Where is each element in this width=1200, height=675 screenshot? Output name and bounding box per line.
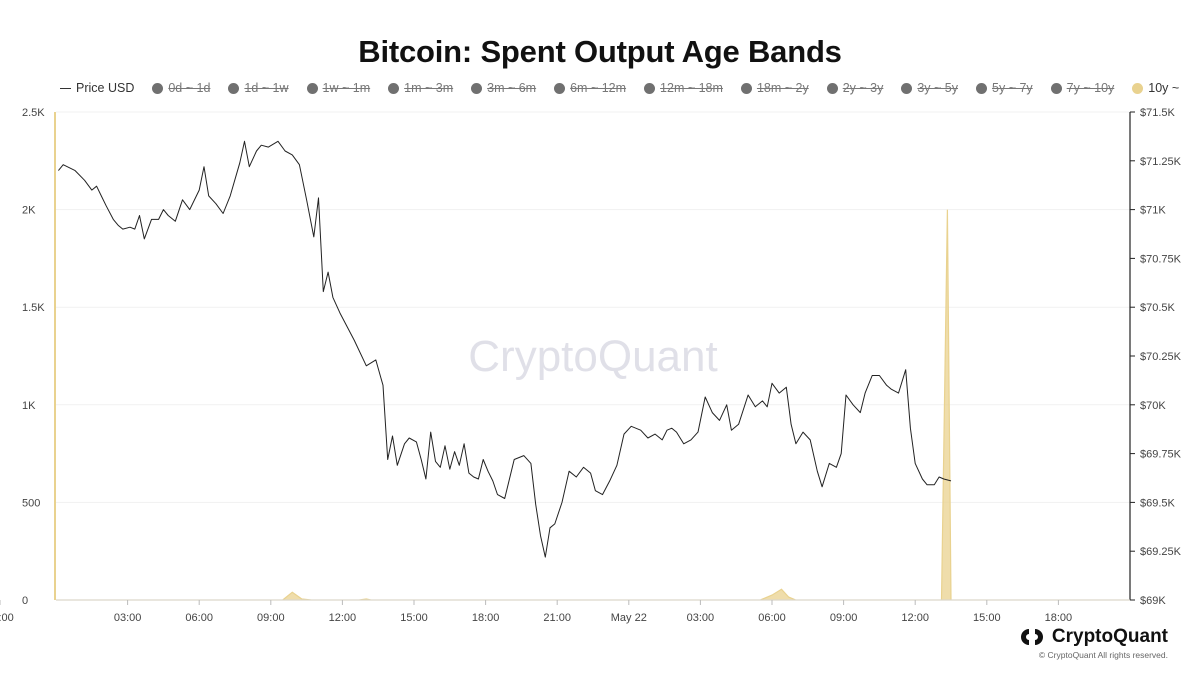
legend-label: 1m ~ 3m [404, 81, 454, 95]
y-right-tick-label: $71.25K [1140, 156, 1182, 168]
legend-label: Price USD [76, 81, 135, 95]
legend-label: 3m ~ 6m [487, 81, 537, 95]
legend-label: 1d ~ 1w [244, 81, 289, 95]
legend-label: 2y ~ 3y [842, 81, 884, 95]
legend-dot-swatch [471, 82, 483, 94]
y-left-tick-label: 1K [22, 400, 36, 412]
legend-item-2[interactable]: 1d ~ 1w [228, 81, 289, 95]
y-right-tick-label: $69.25K [1140, 546, 1182, 558]
y-right-tick-label: $69K [1140, 595, 1166, 607]
x-tick-label: 18:00 [1045, 612, 1073, 624]
y-left-tick-label: 0 [22, 595, 28, 607]
x-tick-label: 03:00 [114, 612, 142, 624]
x-tick-label: May 22 [611, 612, 647, 624]
legend-dot-swatch [554, 82, 566, 94]
x-tick-label: 09:00 [830, 612, 858, 624]
legend-dot-swatch [901, 82, 913, 94]
legend-dot-swatch [1050, 82, 1062, 94]
legend-item-1[interactable]: 0d ~ 1d [152, 81, 210, 95]
chart-title: Bitcoin: Spent Output Age Bands [358, 34, 842, 69]
x-tick-label: 15:00 [973, 612, 1001, 624]
x-tick-label: 18:00 [472, 612, 500, 624]
x-tick-label: 12:00 [329, 612, 357, 624]
legend-item-9[interactable]: 2y ~ 3y [826, 81, 884, 95]
series-area-10y [56, 209, 1130, 601]
y-left-tick-label: 2.5K [22, 107, 45, 119]
legend-label: 5y ~ 7y [992, 81, 1033, 95]
y-right-tick-label: $70.25K [1140, 351, 1182, 363]
tick-labels: 0 500 1K 1.5K 2K 2.5K $69K $69.25K $69.5K $69.75K… [0, 107, 1182, 624]
legend-label: 6m ~ 12m [570, 81, 627, 95]
legend-dot-swatch [388, 82, 400, 94]
legend-item-7[interactable]: 12m ~ 18m [644, 81, 723, 95]
y-right-tick-label: $71K [1140, 205, 1166, 217]
legend-item-12[interactable]: 7y ~ 10y [1050, 81, 1115, 95]
x-tick-label: 06:00 [185, 612, 213, 624]
line-series-layer [58, 140, 952, 558]
legend-dot-swatch [306, 82, 318, 94]
x-tick-label: 15:00 [400, 612, 428, 624]
y-right-tick-label: $69.5K [1140, 497, 1176, 509]
y-right-tick-label: $71.5K [1140, 107, 1176, 119]
legend-label: 12m ~ 18m [660, 81, 723, 95]
legend-label: 3y ~ 5y [917, 81, 959, 95]
brand: CryptoQuant [1020, 626, 1168, 648]
legend-label: 18m ~ 2y [756, 81, 809, 95]
y-left-tick-label: 1.5K [22, 302, 45, 314]
legend-item-4[interactable]: 1m ~ 3m [388, 81, 453, 95]
y-left-tick-label: 500 [22, 497, 40, 509]
legend-item-3[interactable]: 1w ~ 1m [306, 81, 371, 95]
legend-item-6[interactable]: 6m ~ 12m [554, 81, 626, 95]
legend-dot-swatch [826, 82, 838, 94]
y-right-tick-label: $70K [1140, 400, 1166, 412]
legend-item-0[interactable]: Price USD [60, 81, 134, 95]
legend-label: 1w ~ 1m [322, 81, 371, 95]
cryptoquant-logo-icon [1020, 629, 1043, 645]
legend-dot-swatch [740, 82, 752, 94]
x-tick-label: 21:00 [0, 612, 14, 624]
legend-line-swatch [60, 87, 71, 89]
area-series-layer [54, 112, 1130, 601]
legend-item-10[interactable]: 3y ~ 5y [901, 81, 958, 95]
legend-item-11[interactable]: 5y ~ 7y [976, 81, 1033, 95]
x-tick-label: 09:00 [257, 612, 285, 624]
x-tick-label: 21:00 [543, 612, 571, 624]
watermark-text: CryptoQuant [468, 332, 717, 381]
legend-dot-swatch [976, 82, 988, 94]
legend-dot-swatch [152, 82, 164, 94]
x-tick-label: 12:00 [901, 612, 929, 624]
chart-legend: Price USD 0d ~ 1d 1d ~ 1w 1w ~ 1m 1m ~ 3m 3m … [60, 79, 1179, 97]
legend-dot-swatch [228, 82, 240, 94]
legend-dot-swatch [1132, 82, 1144, 94]
x-tick-label: 06:00 [758, 612, 786, 624]
x-tick-label: 03:00 [687, 612, 715, 624]
y-right-tick-label: $70.75K [1140, 253, 1182, 265]
legend-item-5[interactable]: 3m ~ 6m [471, 81, 536, 95]
legend-item-13[interactable]: 10y ~ [1132, 81, 1179, 95]
legend-label: 7y ~ 10y [1066, 81, 1115, 95]
y-left-tick-label: 2K [22, 205, 36, 217]
brand-name: CryptoQuant [1051, 626, 1168, 647]
legend-item-8[interactable]: 18m ~ 2y [740, 81, 809, 95]
series-line-price-usd [58, 140, 952, 558]
y-right-tick-label: $69.75K [1140, 449, 1182, 461]
y-right-tick-label: $70.5K [1140, 302, 1176, 314]
legend-dot-swatch [644, 82, 656, 94]
copyright-text: © CryptoQuant All rights reserved. [1038, 650, 1168, 660]
legend-label: 10y ~ [1148, 81, 1180, 95]
legend-label: 0d ~ 1d [168, 81, 211, 95]
axes [0, 111, 1135, 605]
